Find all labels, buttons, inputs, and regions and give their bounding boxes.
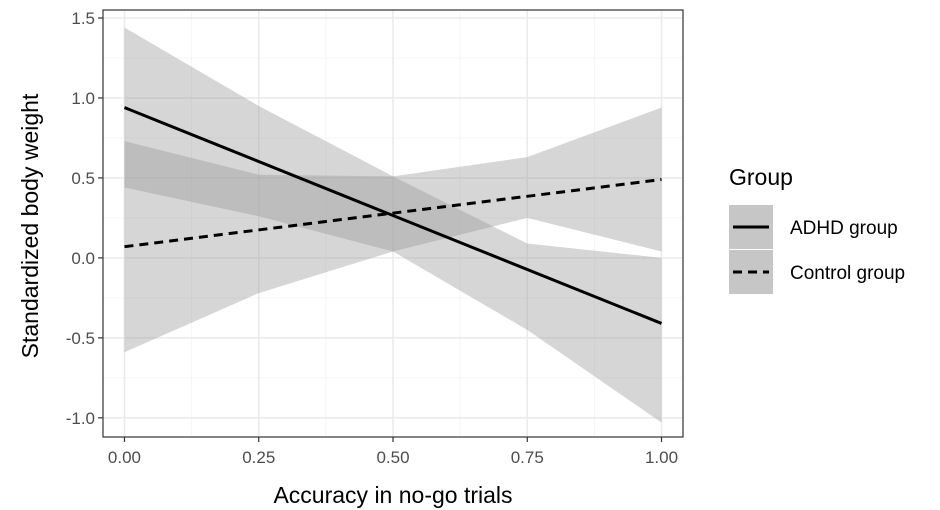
regression-line-adhd bbox=[123, 106, 663, 325]
legend-label-control: Control group bbox=[790, 263, 905, 284]
x-tick-label: 0.50 bbox=[376, 448, 409, 467]
x-tick-label: 0.00 bbox=[108, 448, 141, 467]
legend-keys bbox=[729, 205, 773, 294]
confidence-bands bbox=[124, 27, 662, 423]
y-tick-label: 1.0 bbox=[71, 89, 95, 108]
y-tick-label: 0.5 bbox=[71, 169, 95, 188]
y-tick-label: -1.0 bbox=[66, 409, 95, 428]
grid-major bbox=[103, 10, 683, 437]
legend: Group ADHD group Control group bbox=[729, 164, 905, 294]
legend-label-adhd: ADHD group bbox=[790, 218, 898, 239]
x-tick-label: 1.00 bbox=[645, 448, 678, 467]
y-tick-label: 0.0 bbox=[71, 249, 95, 268]
x-tick-label: 0.75 bbox=[511, 448, 544, 467]
confidence-band-control bbox=[124, 107, 662, 353]
x-axis-ticks: 0.00 0.25 0.50 0.75 1.00 bbox=[108, 437, 678, 467]
y-axis-title: Standardized body weight bbox=[17, 93, 43, 358]
legend-title: Group bbox=[729, 164, 793, 190]
x-axis-title: Accuracy in no-go trials bbox=[273, 482, 512, 508]
x-tick-label: 0.25 bbox=[242, 448, 275, 467]
y-tick-label: -0.5 bbox=[66, 329, 95, 348]
regression-lines bbox=[123, 106, 663, 325]
confidence-band-adhd bbox=[124, 27, 662, 423]
y-axis-ticks: 1.5 1.0 0.5 0.0 -0.5 -1.0 bbox=[66, 9, 103, 428]
regression-line-control bbox=[124, 178, 662, 249]
y-tick-label: 1.5 bbox=[71, 9, 95, 28]
